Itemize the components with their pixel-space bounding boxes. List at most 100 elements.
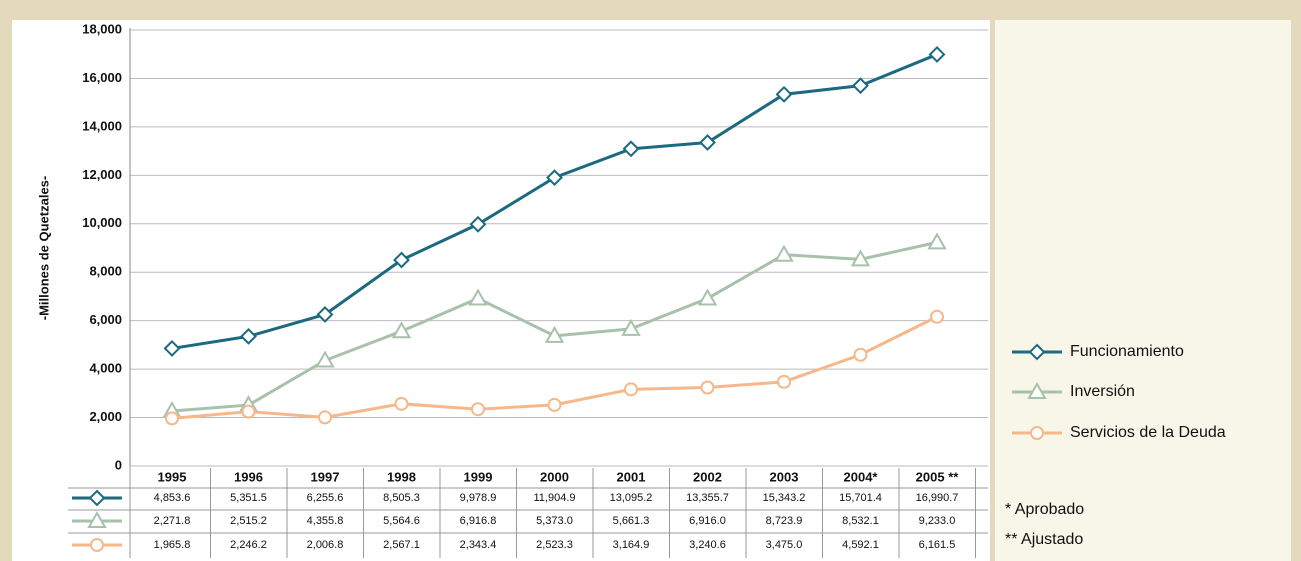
table-cell: 8,532.1 <box>842 515 879 527</box>
legend-label: Funcionamiento <box>1070 343 1184 360</box>
legend-marker <box>1028 343 1046 361</box>
table-cell: 4,853.6 <box>154 492 191 504</box>
table-cell: 6,916.8 <box>460 515 497 527</box>
table-cell: 2,271.8 <box>154 515 191 527</box>
point <box>624 382 638 397</box>
point <box>318 410 332 425</box>
table-cell: 8,723.9 <box>766 515 803 527</box>
point <box>853 347 868 362</box>
table-cell: 2,567.1 <box>383 539 420 551</box>
y-tick-label: 0 <box>115 457 122 472</box>
x-tick-label: 2000 <box>540 469 569 484</box>
x-tick-label: 1999 <box>464 469 493 484</box>
point <box>928 46 946 63</box>
point <box>544 325 565 343</box>
x-tick-label: 2002 <box>693 469 722 484</box>
legend-panel <box>995 20 1291 561</box>
table-cell: 2,343.4 <box>460 539 497 551</box>
point <box>775 85 793 103</box>
y-tick-label: 16,000 <box>82 70 122 85</box>
legend-label: Servicios de la Deuda <box>1070 424 1226 441</box>
point <box>621 318 641 336</box>
y-tick-label: 18,000 <box>82 21 122 36</box>
table-key-marker <box>87 510 107 528</box>
point <box>930 309 944 324</box>
table-cell: 4,355.8 <box>307 515 344 527</box>
legend-marker <box>1030 426 1044 440</box>
x-tick-label: 2005 ** <box>916 469 960 484</box>
point <box>240 327 257 345</box>
point <box>700 380 715 395</box>
y-tick-label: 14,000 <box>82 118 122 133</box>
point <box>697 288 718 306</box>
point <box>163 340 181 357</box>
point <box>852 77 869 95</box>
point <box>927 232 947 250</box>
table-cell: 4,592.1 <box>842 539 879 551</box>
table-cell: 15,343.2 <box>763 492 806 504</box>
table-cell: 5,351.5 <box>230 492 267 504</box>
point <box>469 215 487 233</box>
x-tick-label: 1997 <box>311 469 340 484</box>
point <box>471 402 485 417</box>
table-cell: 5,373.0 <box>536 515 573 527</box>
table-cell: 1,965.8 <box>154 539 191 551</box>
table-cell: 3,475.0 <box>766 539 803 551</box>
point <box>699 134 716 151</box>
y-tick-label: 6,000 <box>89 312 122 327</box>
table-cell: 15,701.4 <box>839 492 882 504</box>
point <box>468 288 488 306</box>
table-cell: 9,233.0 <box>919 515 956 527</box>
table-cell: 2,523.3 <box>536 539 573 551</box>
table-cell: 6,916.0 <box>689 515 726 527</box>
point <box>546 169 563 187</box>
x-tick-label: 1995 <box>158 469 187 484</box>
x-tick-label: 2003 <box>770 469 799 484</box>
table-cell: 8,505.3 <box>383 492 420 504</box>
legend-label: Inversión <box>1070 383 1135 400</box>
table-key-marker <box>90 538 104 552</box>
table-cell: 2,246.2 <box>230 539 267 551</box>
point <box>850 249 871 267</box>
table-cell: 2,006.8 <box>307 539 344 551</box>
table-cell: 5,661.3 <box>613 515 650 527</box>
table-cell: 5,564.6 <box>383 515 420 527</box>
x-tick-label: 1996 <box>234 469 263 484</box>
y-tick-label: 8,000 <box>89 264 122 279</box>
point <box>393 251 410 269</box>
point <box>774 244 794 262</box>
point <box>622 140 640 158</box>
table-cell: 3,164.9 <box>613 539 650 551</box>
legend-marker <box>1027 381 1047 399</box>
table-cell: 2,515.2 <box>230 515 267 527</box>
y-tick-label: 4,000 <box>89 361 122 376</box>
table-cell: 3,240.6 <box>689 539 726 551</box>
point <box>315 350 335 368</box>
point <box>777 374 791 389</box>
y-axis-label: -Millones de Quetzales- <box>36 176 51 320</box>
point <box>316 306 334 323</box>
x-tick-label: 1998 <box>387 469 416 484</box>
table-cell: 13,095.2 <box>610 492 653 504</box>
table-key-marker <box>88 489 106 507</box>
y-tick-label: 2,000 <box>89 409 122 424</box>
point <box>241 404 256 419</box>
table-cell: 11,904.9 <box>533 492 575 504</box>
table-cell: 6,255.6 <box>307 492 344 504</box>
point <box>165 411 179 426</box>
table-cell: 6,161.5 <box>919 539 956 551</box>
footnote: ** Ajustado <box>1005 531 1083 548</box>
footnote: * Aprobado <box>1005 501 1084 518</box>
plot-panel <box>12 20 990 561</box>
x-tick-label: 2004* <box>844 469 879 484</box>
point <box>394 396 409 411</box>
y-tick-label: 12,000 <box>82 167 122 182</box>
y-tick-label: 10,000 <box>82 215 122 230</box>
table-cell: 16,990.7 <box>916 492 959 504</box>
table-cell: 9,978.9 <box>460 492 497 504</box>
x-tick-label: 2001 <box>617 469 646 484</box>
point <box>391 321 412 339</box>
table-cell: 13,355.7 <box>686 492 729 504</box>
